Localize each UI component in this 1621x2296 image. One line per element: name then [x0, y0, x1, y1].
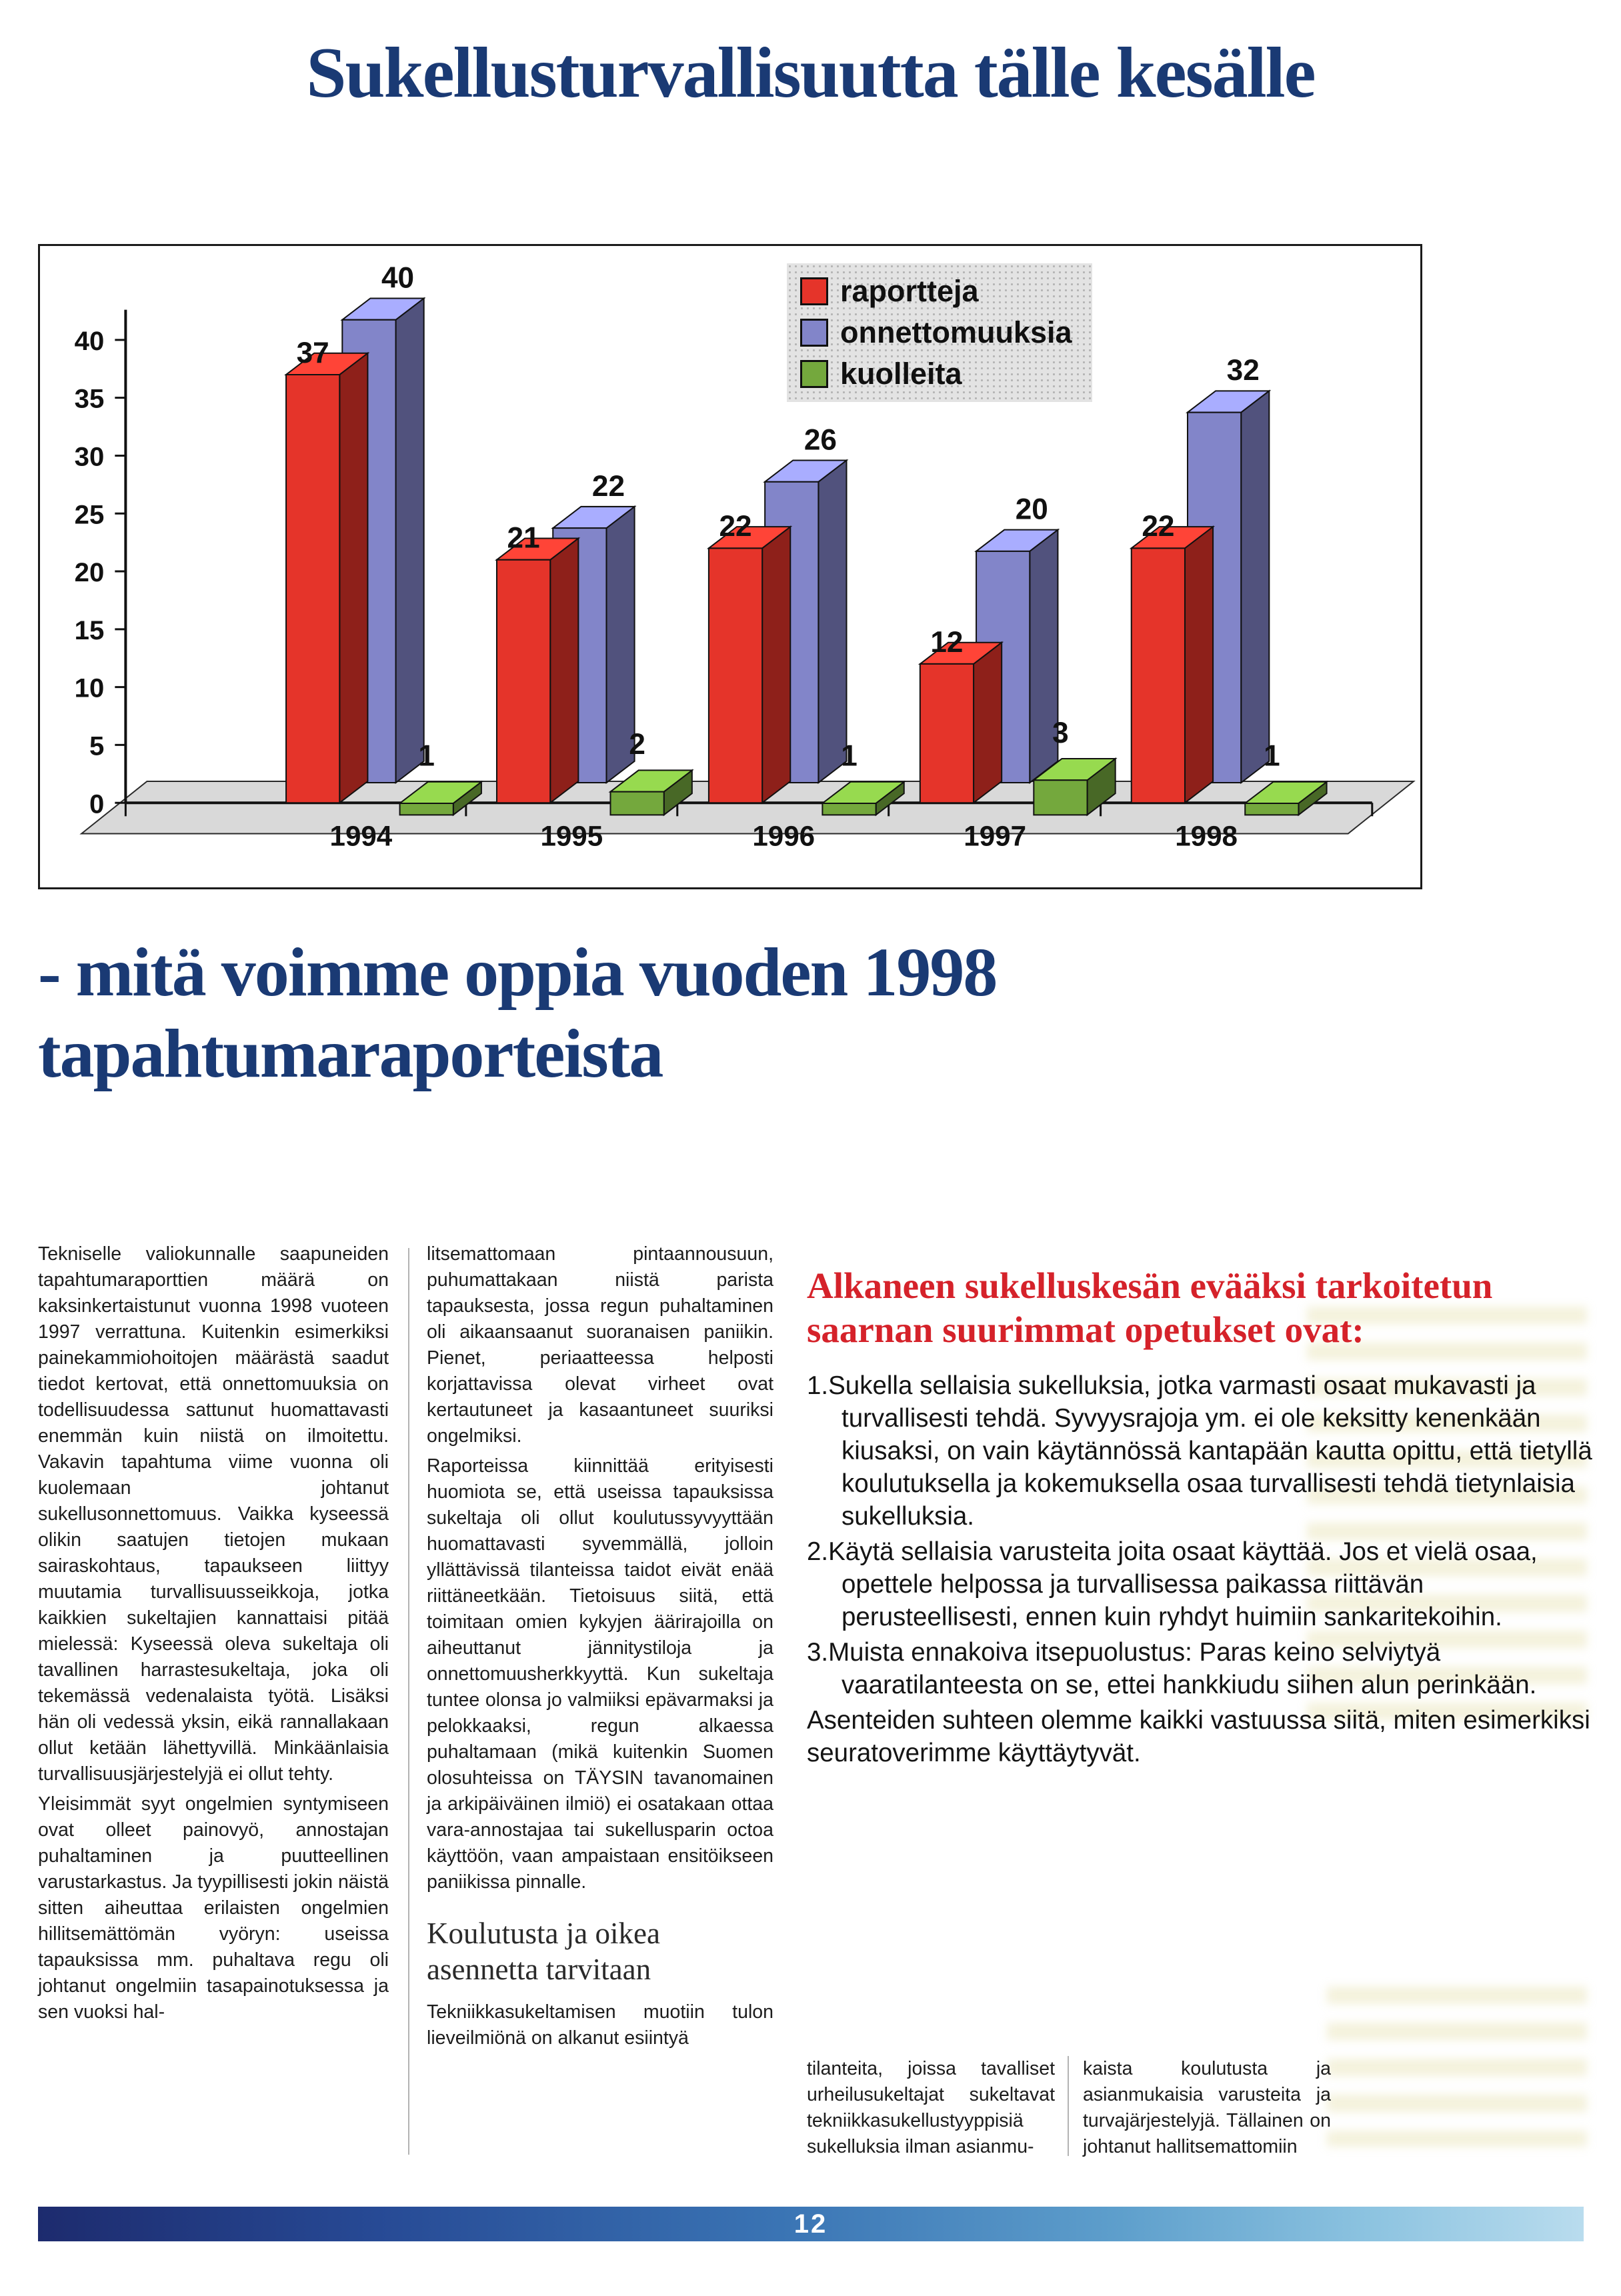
bar-kuolleita-1997-front	[1033, 779, 1088, 816]
section-heading: Koulutusta ja oikea asennetta tarvitaan	[427, 1917, 660, 1986]
value-label: 20	[1016, 493, 1048, 525]
body-column-2: litsemattomaan pintaannousuun, puhumatta…	[427, 1241, 773, 2055]
value-label: 32	[1227, 354, 1260, 387]
value-label: 3	[1052, 717, 1069, 749]
legend-item-raportteja: raportteja	[800, 274, 1072, 309]
bar-onnettomuuksia-1994-side	[395, 297, 425, 785]
article-subtitle: - mitä voimme oppia vuoden 1998 tapahtuma…	[38, 932, 1585, 1094]
value-label: 21	[507, 522, 540, 555]
column-divider	[1068, 2056, 1069, 2156]
bar-raportteja-1997-front	[919, 663, 975, 804]
value-label: 1	[841, 740, 858, 773]
category-label: 1997	[964, 821, 1026, 852]
y-tick-label: 15	[75, 615, 105, 645]
body-paragraph: tilanteita, joissa tavalliset urheilusuk…	[807, 2058, 1055, 2157]
body-paragraph: Raporteissa kiinnittää erityisesti huomi…	[427, 1455, 773, 1893]
bar-kuolleita-1994-front	[399, 802, 454, 816]
value-label: 22	[1142, 510, 1174, 543]
legend-swatch-icon	[800, 319, 828, 347]
lessons-column: Alkaneen sukelluskesän evääksi tarkoitet…	[807, 1264, 1594, 1769]
legend-label: kuolleita	[840, 357, 962, 391]
lessons-closing: Asenteiden suhteen olemme kaikki vastuus…	[807, 1706, 1590, 1767]
lessons-heading: Alkaneen sukelluskesän evääksi tarkoitet…	[807, 1265, 1493, 1350]
body-column-1: Tekniselle valiokunnalle saapuneiden tap…	[38, 1241, 389, 2029]
print-bleed-artifact	[1327, 1987, 1587, 2147]
y-tick-label: 40	[75, 326, 105, 356]
bottom-column-b: kaista koulutusta ja asianmukaisia varus…	[1083, 2056, 1331, 2160]
y-tick-label: 10	[75, 673, 105, 703]
bar-kuolleita-1996-front	[822, 802, 877, 816]
page-title: Sukellusturvallisuutta tälle kesälle	[306, 33, 1316, 113]
footer-bar: 12	[38, 2207, 1584, 2241]
value-label: 40	[381, 261, 414, 294]
value-label: 26	[804, 423, 837, 456]
bar-raportteja-1996-side	[761, 525, 791, 805]
legend-item-kuolleita: kuolleita	[800, 357, 1072, 391]
page-number: 12	[793, 2209, 828, 2239]
bar-raportteja-1998-side	[1184, 525, 1214, 805]
accident-statistics-chart: 0 5 10 15 20 25 30 35 40 37 40 1 1994 21 22 2 1995 22 26 1 1…	[38, 244, 1422, 889]
article-subtitle-line2: tapahtumaraporteista	[38, 1015, 663, 1092]
category-label: 1995	[540, 821, 603, 852]
bar-raportteja-1995-side	[549, 537, 579, 805]
y-tick-label: 20	[75, 557, 105, 587]
lesson-item-3: 3.Muista ennakoiva itsepuolustus: Paras …	[807, 1638, 1537, 1699]
value-label: 2	[629, 728, 645, 761]
bar-raportteja-1996-front	[707, 547, 763, 804]
body-paragraph: Tekniikkasukeltamisen muotiin tulon liev…	[427, 2001, 773, 2049]
y-tick-label: 35	[75, 384, 105, 414]
category-label: 1994	[330, 821, 393, 852]
legend-label: raportteja	[840, 274, 979, 308]
column-divider	[408, 1248, 409, 2155]
bar-kuolleita-1998-front	[1244, 802, 1300, 816]
y-tick-label: 25	[75, 499, 105, 529]
y-tick-label: 30	[75, 441, 105, 471]
lesson-item-1: 1.Sukella sellaisia sukelluksia, jotka v…	[807, 1371, 1592, 1531]
bar-raportteja-1994-side	[339, 351, 369, 805]
category-label: 1996	[752, 821, 815, 852]
bottom-column-a: tilanteita, joissa tavalliset urheilusuk…	[807, 2056, 1055, 2160]
article-subtitle-line1: - mitä voimme oppia vuoden 1998	[38, 934, 998, 1011]
bar-raportteja-1994-front	[285, 373, 341, 804]
bar-onnettomuuksia-1996-side	[818, 459, 848, 785]
legend-swatch-icon	[800, 360, 828, 388]
body-paragraph: Yleisimmät syyt ongelmien syntymiseen ov…	[38, 1793, 389, 2023]
lesson-item-2: 2.Käytä sellaisia varusteita joita osaat…	[807, 1537, 1538, 1631]
bar-raportteja-1997-side	[973, 641, 1003, 805]
bar-raportteja-1995-front	[495, 559, 551, 804]
y-tick-label: 5	[89, 731, 104, 761]
chart-legend: raportteja onnettomuuksia kuolleita	[787, 263, 1092, 402]
legend-swatch-icon	[800, 277, 828, 305]
legend-label: onnettomuuksia	[840, 315, 1072, 349]
body-paragraph: kaista koulutusta ja asianmukaisia varus…	[1083, 2058, 1331, 2157]
category-label: 1998	[1175, 821, 1238, 852]
body-paragraph: Tekniselle valiokunnalle saapuneiden tap…	[38, 1243, 389, 1785]
value-label: 12	[930, 626, 963, 659]
value-label: 22	[592, 470, 625, 503]
bar-kuolleita-1995-front	[609, 791, 665, 816]
value-label: 1	[418, 740, 435, 773]
bar-raportteja-1998-front	[1130, 547, 1186, 804]
bar-onnettomuuksia-1998-side	[1240, 389, 1270, 785]
body-paragraph: litsemattomaan pintaannousuun, puhumatta…	[427, 1243, 773, 1447]
value-label: 37	[297, 337, 329, 369]
y-tick-label: 0	[89, 789, 104, 819]
value-label: 22	[719, 510, 751, 543]
value-label: 1	[1264, 740, 1280, 773]
legend-item-onnettomuuksia: onnettomuuksia	[800, 315, 1072, 350]
